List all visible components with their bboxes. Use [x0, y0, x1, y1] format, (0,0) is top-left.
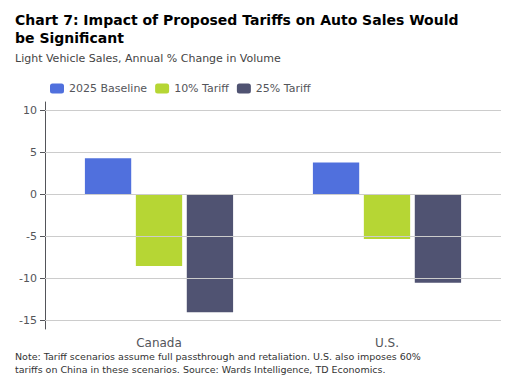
svg-text:10% Tariff: 10% Tariff — [174, 82, 229, 95]
svg-text:-10: -10 — [19, 272, 37, 285]
svg-text:0: 0 — [30, 188, 37, 201]
svg-text:-15: -15 — [19, 314, 37, 327]
svg-text:be Significant: be Significant — [15, 30, 124, 46]
svg-text:Chart 7: Impact of Proposed Ta: Chart 7: Impact of Proposed Tariffs on A… — [15, 12, 459, 28]
svg-text:25% Tariff: 25% Tariff — [256, 82, 311, 95]
svg-text:2025 Baseline: 2025 Baseline — [69, 82, 147, 95]
svg-text:5: 5 — [30, 146, 37, 159]
svg-text:Light Vehicle Sales, Annual %: Light Vehicle Sales, Annual % Change in … — [15, 52, 281, 65]
svg-text:-5: -5 — [26, 230, 37, 243]
svg-text:Note: Tariff scenarios assume: Note: Tariff scenarios assume full passt… — [15, 351, 421, 362]
svg-text:10: 10 — [23, 104, 37, 117]
svg-text:tariffs on China in these scen: tariffs on China in these scenarios. Sou… — [15, 364, 386, 375]
svg-text:Canada: Canada — [136, 336, 182, 350]
svg-text:U.S.: U.S. — [375, 336, 399, 350]
